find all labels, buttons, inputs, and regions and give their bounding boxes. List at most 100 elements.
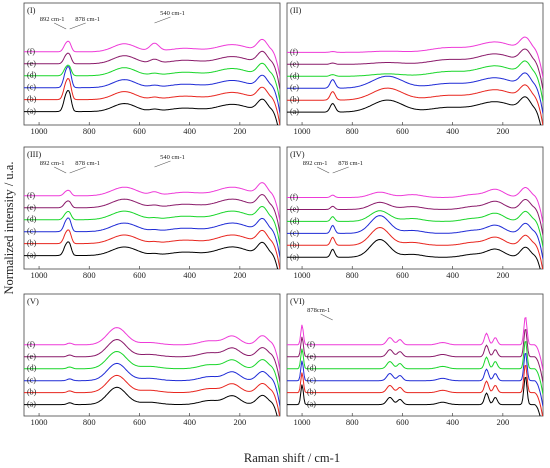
x-tick-label: 800 bbox=[346, 417, 359, 427]
series-label: (b) bbox=[290, 240, 300, 249]
x-tick-label: 400 bbox=[183, 270, 196, 280]
panel-2: 1000 800 600 400 200 (II) (a) (b) (c) (d) (e) (f) bbox=[286, 2, 544, 136]
panel-label: (V) bbox=[27, 296, 39, 306]
spectrum-(d) bbox=[287, 340, 543, 395]
annotation-line bbox=[54, 166, 67, 174]
x-tick-label: 200 bbox=[496, 270, 509, 280]
series-label: (c) bbox=[307, 376, 316, 385]
x-tick-label: 400 bbox=[446, 126, 459, 136]
spectrum-(e) bbox=[24, 50, 280, 90]
series-label: (e) bbox=[27, 59, 36, 68]
x-tick-label: 600 bbox=[396, 270, 409, 280]
annotation: 878 cm-1 bbox=[75, 160, 100, 167]
series-label: (b) bbox=[27, 239, 37, 248]
series-label: (f) bbox=[27, 47, 35, 56]
series-label: (c) bbox=[27, 376, 36, 385]
spectrum-(d) bbox=[24, 62, 280, 102]
series-label: (d) bbox=[27, 71, 37, 80]
series-label: (b) bbox=[27, 388, 37, 397]
series-label: (e) bbox=[27, 352, 36, 361]
annotation: 892 cm-1 bbox=[40, 160, 65, 167]
spectrum-(f) bbox=[24, 182, 280, 222]
annotation: 878 cm-1 bbox=[338, 160, 363, 167]
series-label: (c) bbox=[27, 227, 36, 236]
annotation-line bbox=[320, 313, 333, 321]
spectrum-(a) bbox=[24, 386, 278, 416]
series-label: (f) bbox=[27, 191, 35, 200]
panels-group: 1000 800 600 400 200 (I) (a) (b) (c) (d) (e) (f) 892… bbox=[23, 2, 544, 427]
x-tick-label: 1000 bbox=[294, 417, 311, 427]
annotation: 892 cm-1 bbox=[303, 160, 328, 167]
spectrum-(e) bbox=[287, 328, 543, 383]
x-tick-label: 600 bbox=[133, 417, 146, 427]
panel-label: (VI) bbox=[290, 296, 305, 306]
spectrum-(b) bbox=[287, 364, 543, 416]
series-label: (f) bbox=[290, 193, 298, 202]
annotation: 878 cm-1 bbox=[75, 16, 100, 23]
series-label: (d) bbox=[27, 215, 37, 224]
series-label: (d) bbox=[307, 364, 317, 373]
annotation-line bbox=[54, 22, 67, 30]
series-label: (f) bbox=[290, 47, 298, 56]
panel-frame bbox=[286, 293, 544, 417]
spectrum-(f) bbox=[287, 36, 543, 78]
panel-label: (II) bbox=[290, 5, 301, 15]
series-label: (f) bbox=[27, 340, 35, 349]
spectrum-(e) bbox=[24, 338, 280, 383]
spectrum-(d) bbox=[287, 210, 543, 248]
spectrum-(f) bbox=[287, 316, 543, 371]
x-tick-label: 200 bbox=[496, 126, 509, 136]
x-tick-label: 200 bbox=[233, 270, 246, 280]
x-tick-label: 200 bbox=[233, 417, 246, 427]
x-tick-label: 1000 bbox=[31, 270, 48, 280]
y-axis-label: Normalized intensity / u.a. bbox=[2, 162, 16, 295]
panel-label: (IV) bbox=[290, 149, 305, 159]
x-tick-label: 800 bbox=[83, 270, 96, 280]
series-label: (e) bbox=[307, 352, 316, 361]
series-label: (c) bbox=[27, 83, 36, 92]
spectrum-(c) bbox=[24, 217, 280, 258]
spectrum-(c) bbox=[287, 215, 543, 260]
x-tick-label: 600 bbox=[133, 270, 146, 280]
spectrum-(b) bbox=[287, 84, 543, 125]
annotation-line bbox=[69, 22, 86, 30]
x-tick-label: 1000 bbox=[294, 126, 311, 136]
panel-3: 1000 800 600 400 200 (III) (a) (b) (c) (d) (e) (f) 8… bbox=[23, 146, 281, 280]
series-label: (b) bbox=[27, 95, 37, 104]
x-tick-label: 200 bbox=[496, 417, 509, 427]
spectrum-(f) bbox=[287, 187, 543, 224]
spectrum-(c) bbox=[287, 352, 543, 407]
series-label: (e) bbox=[27, 203, 36, 212]
x-tick-label: 200 bbox=[233, 126, 246, 136]
spectrum-(e) bbox=[287, 48, 543, 90]
annotation-line bbox=[154, 160, 171, 168]
spectrum-(b) bbox=[24, 78, 280, 125]
panel-label: (I) bbox=[27, 5, 36, 15]
spectrum-(a) bbox=[287, 238, 541, 269]
x-tick-label: 800 bbox=[83, 126, 96, 136]
x-tick-label: 400 bbox=[183, 417, 196, 427]
series-label: (c) bbox=[290, 83, 299, 92]
spectrum-(c) bbox=[287, 72, 543, 114]
spectrum-(f) bbox=[24, 38, 280, 78]
spectrum-(f) bbox=[24, 327, 280, 371]
annotation: 540 cm-1 bbox=[160, 10, 185, 17]
x-axis-label: Raman shift / cm-1 bbox=[244, 451, 340, 465]
x-tick-label: 800 bbox=[346, 270, 359, 280]
spectrum-(d) bbox=[287, 60, 543, 102]
series-label: (f) bbox=[307, 340, 315, 349]
annotation-line bbox=[317, 166, 330, 174]
x-tick-label: 400 bbox=[446, 417, 459, 427]
annotation-line bbox=[332, 166, 349, 174]
x-tick-label: 1000 bbox=[31, 126, 48, 136]
series-label: (a) bbox=[307, 400, 316, 409]
spectrum-(b) bbox=[24, 374, 280, 416]
annotation-line bbox=[154, 16, 171, 24]
series-label: (d) bbox=[290, 216, 300, 225]
x-tick-label: 800 bbox=[83, 417, 96, 427]
spectrum-(a) bbox=[287, 96, 542, 125]
panel-5: 1000 800 600 400 200 (V) (a) (b) (c) (d) (e) (f) bbox=[23, 293, 281, 427]
spectrum-(c) bbox=[24, 66, 280, 114]
spectrum-(a) bbox=[24, 89, 279, 125]
